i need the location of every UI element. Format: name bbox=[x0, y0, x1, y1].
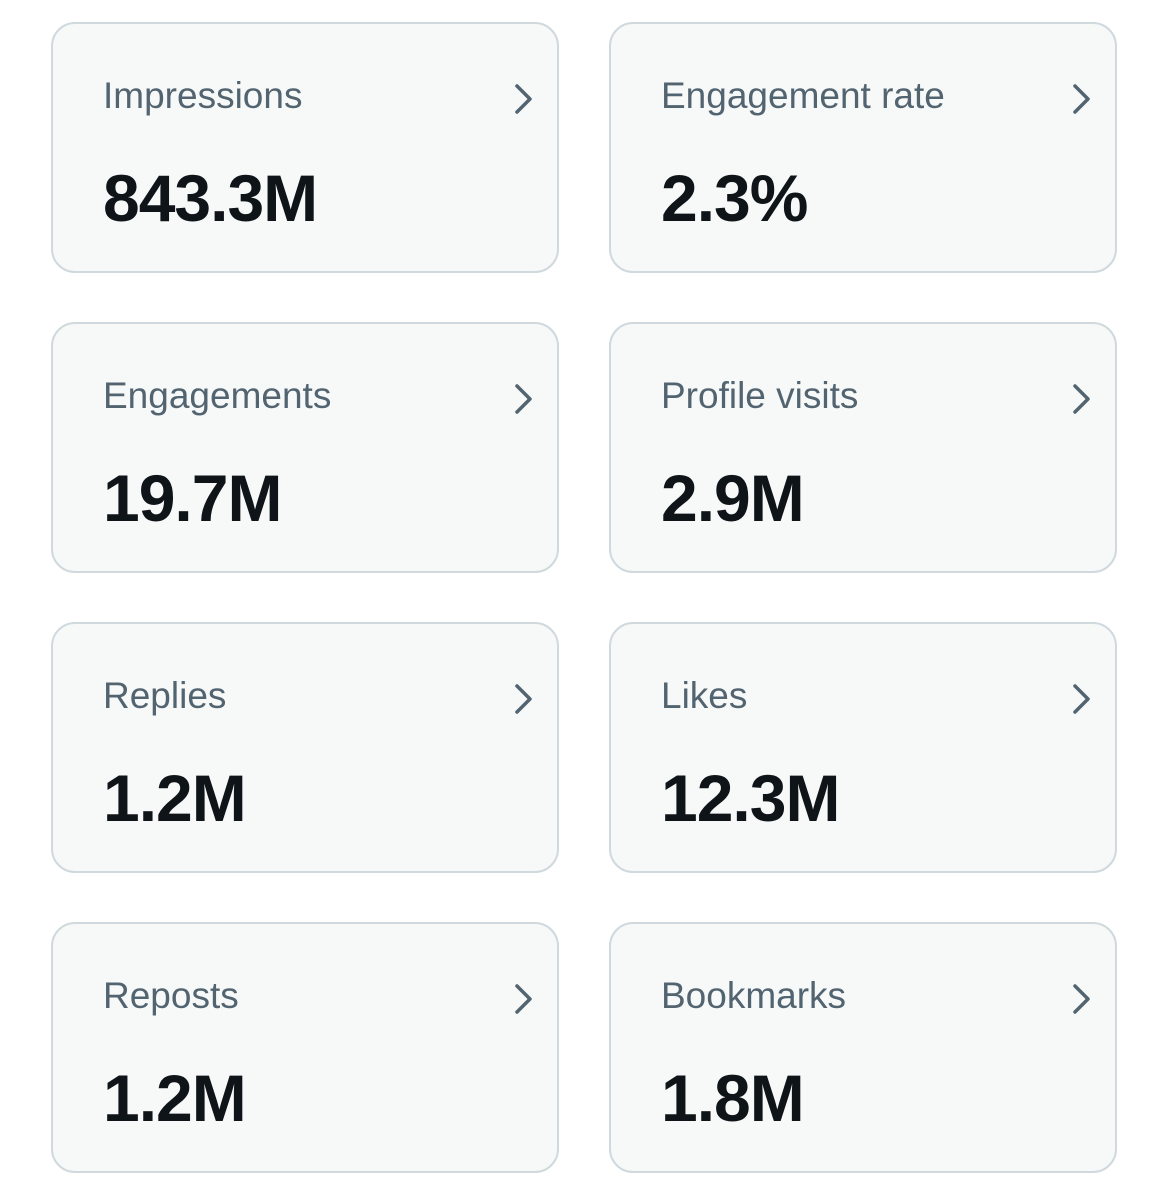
metric-value: 1.8M bbox=[661, 1061, 805, 1135]
metric-value: 2.9M bbox=[661, 461, 805, 535]
metric-card-reposts[interactable]: Reposts 1.2M bbox=[51, 922, 559, 1173]
metric-label: Replies bbox=[103, 675, 227, 716]
metric-card-engagements[interactable]: Engagements 19.7M bbox=[51, 322, 559, 573]
metric-label: Reposts bbox=[103, 975, 239, 1016]
chevron-right-icon bbox=[1073, 384, 1090, 414]
metric-label: Engagement rate bbox=[661, 75, 945, 116]
metric-label: Impressions bbox=[103, 75, 303, 116]
chevron-right-icon bbox=[515, 684, 532, 714]
metric-card-replies[interactable]: Replies 1.2M bbox=[51, 622, 559, 873]
chevron-right-icon bbox=[1073, 684, 1090, 714]
metric-card-likes[interactable]: Likes 12.3M bbox=[609, 622, 1117, 873]
chevron-right-icon bbox=[1073, 984, 1090, 1014]
chevron-right-icon bbox=[1073, 84, 1090, 114]
metric-value: 19.7M bbox=[103, 461, 282, 535]
metric-card-impressions[interactable]: Impressions 843.3M bbox=[51, 22, 559, 273]
metric-value: 12.3M bbox=[661, 761, 840, 835]
chevron-right-icon bbox=[515, 384, 532, 414]
metric-value: 843.3M bbox=[103, 161, 318, 235]
metric-label: Profile visits bbox=[661, 375, 859, 416]
metric-card-profile-visits[interactable]: Profile visits 2.9M bbox=[609, 322, 1117, 573]
metric-label: Bookmarks bbox=[661, 975, 847, 1016]
chevron-right-icon bbox=[515, 84, 532, 114]
metric-card-engagement-rate[interactable]: Engagement rate 2.3% bbox=[609, 22, 1117, 273]
metric-value: 1.2M bbox=[103, 761, 247, 835]
chevron-right-icon bbox=[515, 984, 532, 1014]
metric-card-bookmarks[interactable]: Bookmarks 1.8M bbox=[609, 922, 1117, 1173]
metric-value: 1.2M bbox=[103, 1061, 247, 1135]
metric-value: 2.3% bbox=[661, 161, 808, 235]
metric-label: Engagements bbox=[103, 375, 332, 416]
metric-label: Likes bbox=[661, 675, 748, 716]
analytics-metrics-grid: Impressions 843.3M Engagement rate 2.3% … bbox=[51, 22, 1117, 1173]
